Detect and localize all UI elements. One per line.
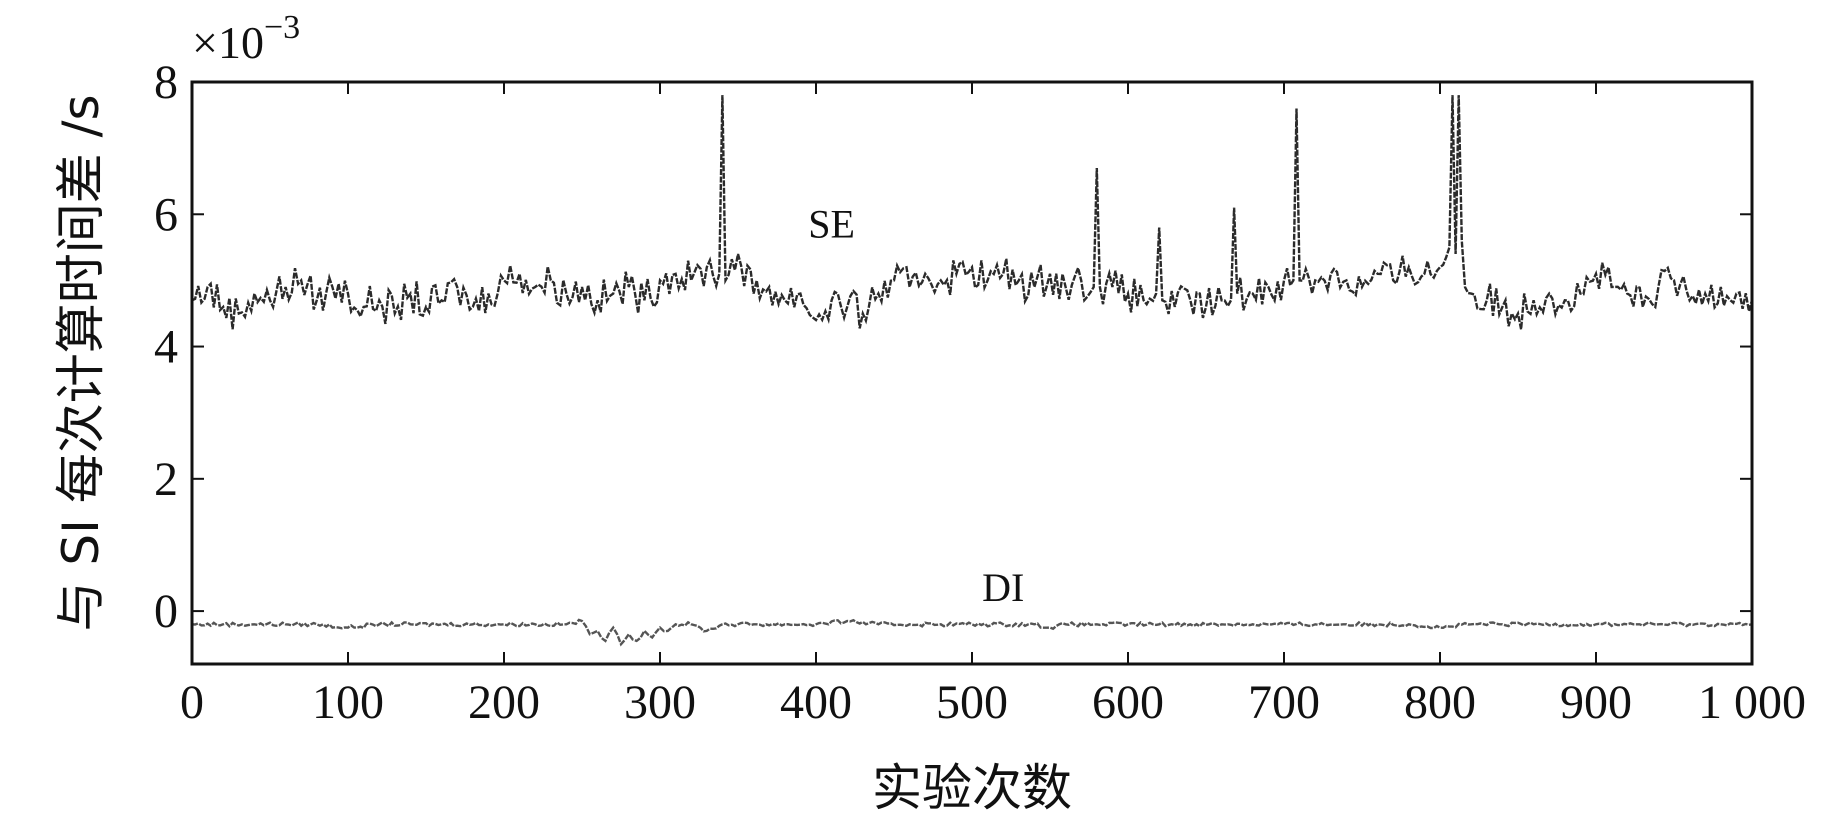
y-tick-label: 6 [154,188,178,241]
x-tick-label: 900 [1560,676,1632,729]
plot-frame [190,80,1754,666]
x-tick-label: 1 000 [1698,676,1806,729]
y-axis-multiplier: ×10−3 [192,9,300,68]
series-line-di [191,618,1753,647]
x-tick-label: 500 [936,676,1008,729]
y-axis-title: 与 SI 每次计算时间差 /s [52,94,110,631]
x-axis-title: 实验次数 [872,759,1072,817]
x-tick-label: 400 [780,676,852,729]
multiplier-base: ×10 [192,17,264,68]
series-label-se: SE [808,201,855,246]
x-tick-label: 0 [180,676,204,729]
series-lines [191,95,1754,647]
series-line-se [191,95,1754,330]
x-tick-label: 300 [624,676,696,729]
x-tick-label: 100 [312,676,384,729]
x-tick-label: 600 [1092,676,1164,729]
tick-marks [191,81,1753,664]
y-tick-label: 2 [154,453,178,506]
multiplier-exponent: −3 [264,9,300,46]
series-se [191,95,1754,330]
y-tick-label: 8 [154,56,178,109]
series-di [191,618,1753,647]
x-tick-labels: 0 100 200 300 400 500 600 700 800 900 1 000 [180,676,1806,729]
x-tick-label: 700 [1248,676,1320,729]
y-tick-labels: 0 2 4 6 8 [154,56,178,638]
x-tick-label: 800 [1404,676,1476,729]
series-annotations: SE DI [808,201,1024,610]
y-tick-label: 0 [154,585,178,638]
x-tick-label: 200 [468,676,540,729]
series-label-di: DI [982,565,1024,610]
y-tick-label: 4 [154,321,178,374]
